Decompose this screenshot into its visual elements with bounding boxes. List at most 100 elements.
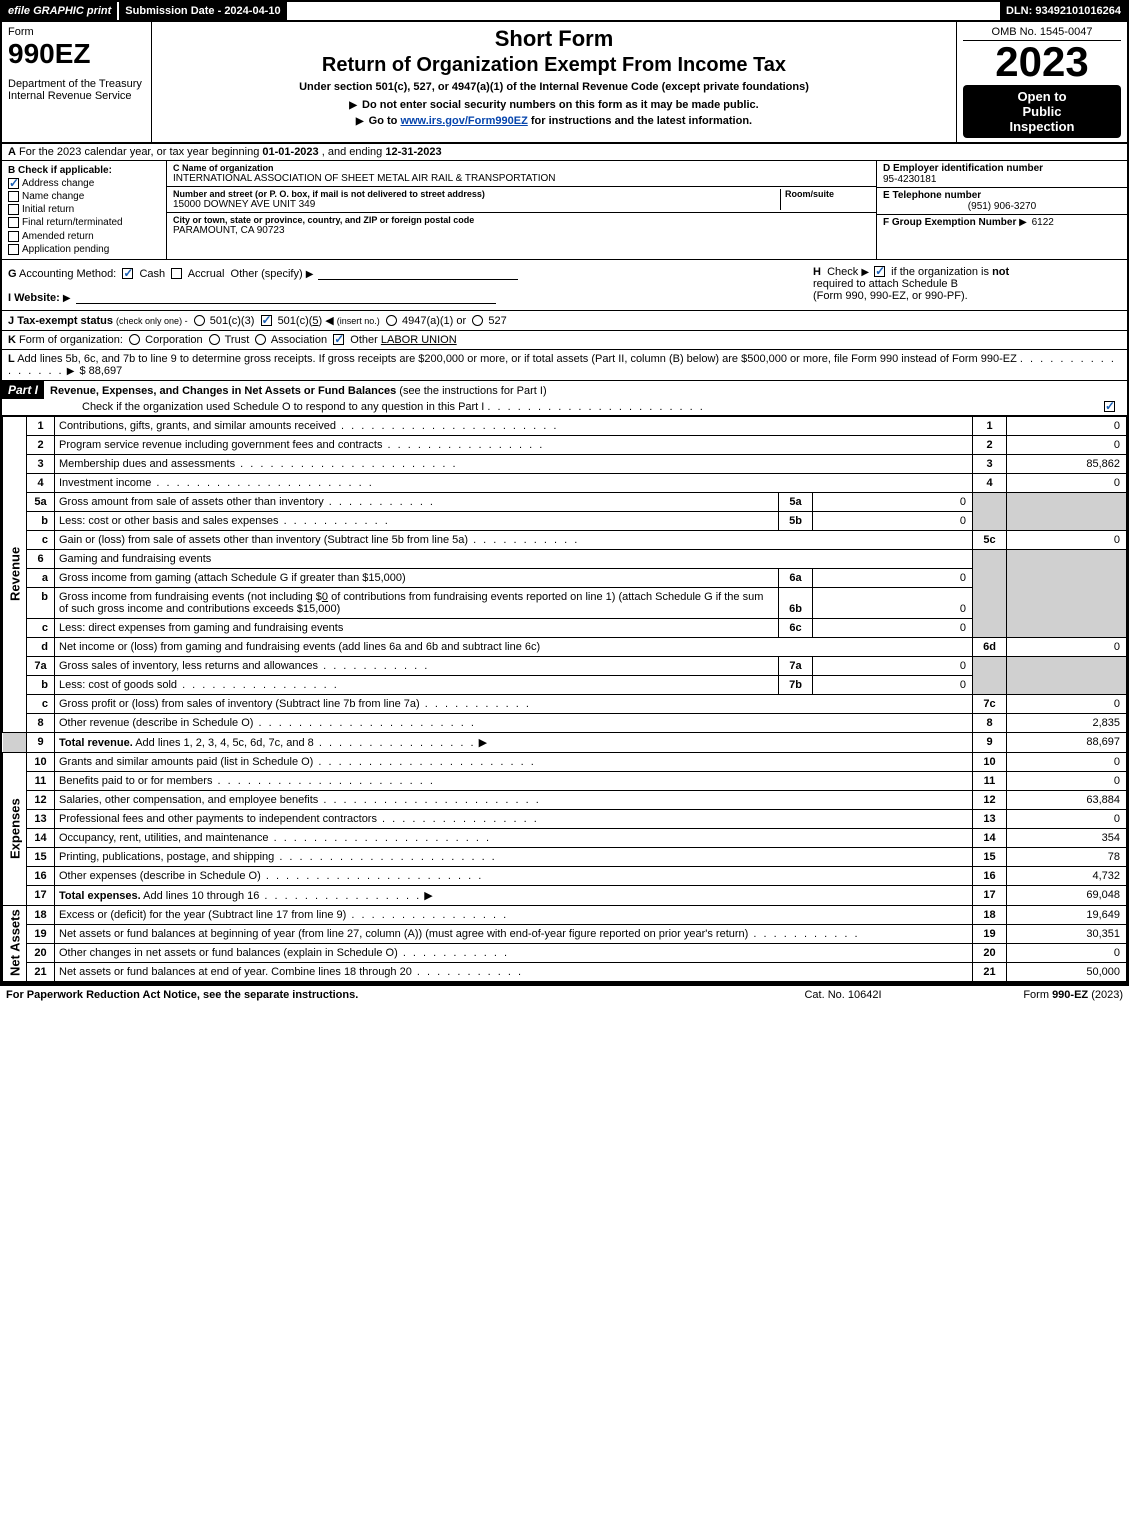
- amt-7a: 0: [813, 656, 973, 675]
- ein: 95-4230181: [883, 174, 936, 185]
- checkbox-icon[interactable]: [8, 178, 19, 189]
- checkbox-icon[interactable]: [8, 231, 19, 242]
- org-city: PARAMOUNT, CA 90723: [173, 225, 870, 236]
- line-7c: c Gross profit or (loss) from sales of i…: [3, 694, 1127, 713]
- checkbox-icon[interactable]: [8, 217, 19, 228]
- line-a: A For the 2023 calendar year, or tax yea…: [2, 144, 1127, 161]
- amt-13: 0: [1007, 809, 1127, 828]
- arrow-icon: [67, 365, 77, 377]
- part-label: Part I: [2, 381, 44, 399]
- line-17: 17 Total expenses. Add lines 10 through …: [3, 885, 1127, 905]
- arrow-icon: [63, 292, 73, 304]
- check-name-change[interactable]: Name change: [8, 191, 160, 202]
- other-org-value: LABOR UNION: [381, 334, 457, 346]
- submission-date: Submission Date - 2024-04-10: [117, 2, 288, 20]
- line-6: 6 Gaming and fundraising events: [3, 549, 1127, 568]
- line-10: Expenses 10 Grants and similar amounts p…: [3, 752, 1127, 771]
- checkbox-501c[interactable]: [261, 315, 272, 326]
- page-footer: For Paperwork Reduction Act Notice, see …: [0, 984, 1129, 1004]
- section-c: C Name of organization INTERNATIONAL ASS…: [167, 161, 877, 259]
- tax-year-end: 12-31-2023: [385, 146, 441, 158]
- line-12: 12 Salaries, other compensation, and emp…: [3, 790, 1127, 809]
- amt-18: 19,649: [1007, 905, 1127, 924]
- amt-16: 4,732: [1007, 866, 1127, 885]
- checkbox-schedule-o[interactable]: [1104, 401, 1115, 412]
- amt-21: 50,000: [1007, 962, 1127, 981]
- other-specify-field[interactable]: [318, 266, 518, 280]
- checkbox-icon[interactable]: [8, 244, 19, 255]
- amt-17: 69,048: [1007, 885, 1127, 905]
- amt-6c: 0: [813, 618, 973, 637]
- amt-5a: 0: [813, 492, 973, 511]
- line-5b: b Less: cost or other basis and sales ex…: [3, 511, 1127, 530]
- amt-10: 0: [1007, 752, 1127, 771]
- expenses-side-label: Expenses: [3, 752, 27, 905]
- header-center: Short Form Return of Organization Exempt…: [152, 22, 957, 142]
- section-def: D Employer identification number 95-4230…: [877, 161, 1127, 259]
- line-h: H Check if the organization is not requi…: [807, 260, 1127, 310]
- checkbox-h[interactable]: [874, 266, 885, 277]
- amt-5b: 0: [813, 511, 973, 530]
- section-b: B Check if applicable: Address change Na…: [2, 161, 167, 259]
- catalog-number: Cat. No. 10642I: [743, 989, 943, 1001]
- line-6d: d Net income or (loss) from gaming and f…: [3, 637, 1127, 656]
- line-18: Net Assets 18 Excess or (deficit) for th…: [3, 905, 1127, 924]
- line-k: K Form of organization: Corporation Trus…: [2, 331, 1127, 350]
- arrow-icon: [349, 99, 359, 111]
- checkbox-accrual[interactable]: [171, 268, 182, 279]
- phone: (951) 906-3270: [883, 201, 1121, 212]
- dln-label: DLN: 93492101016264: [1000, 2, 1127, 20]
- checkbox-icon[interactable]: [8, 204, 19, 215]
- gross-receipts: $ 88,697: [79, 365, 122, 377]
- line-7a: 7a Gross sales of inventory, less return…: [3, 656, 1127, 675]
- amt-11: 0: [1007, 771, 1127, 790]
- radio-corp[interactable]: [129, 334, 140, 345]
- line-j: J Tax-exempt status (check only one) - 5…: [2, 311, 1127, 331]
- line-5a: 5a Gross amount from sale of assets othe…: [3, 492, 1127, 511]
- radio-501c3[interactable]: [194, 315, 205, 326]
- line-g: G Accounting Method: Cash Accrual Other …: [2, 260, 807, 310]
- amt-8: 2,835: [1007, 713, 1127, 732]
- radio-assoc[interactable]: [255, 334, 266, 345]
- irs-link[interactable]: www.irs.gov/Form990EZ: [400, 115, 527, 127]
- website-field[interactable]: [76, 290, 496, 304]
- radio-trust[interactable]: [209, 334, 220, 345]
- amt-12: 63,884: [1007, 790, 1127, 809]
- arrow-icon: [861, 266, 871, 278]
- amt-6b: 0: [813, 587, 973, 618]
- radio-4947[interactable]: [386, 315, 397, 326]
- check-initial-return[interactable]: Initial return: [8, 204, 160, 215]
- form-990ez: efile GRAPHIC print Submission Date - 20…: [0, 0, 1129, 984]
- line-5c: c Gain or (loss) from sale of assets oth…: [3, 530, 1127, 549]
- checkbox-cash[interactable]: [122, 268, 133, 279]
- check-address-change[interactable]: Address change: [8, 178, 160, 189]
- radio-527[interactable]: [472, 315, 483, 326]
- checkbox-other-org[interactable]: [333, 334, 344, 345]
- efile-print-label[interactable]: efile GRAPHIC print: [2, 2, 117, 20]
- check-amended-return[interactable]: Amended return: [8, 231, 160, 242]
- amt-3: 85,862: [1007, 454, 1127, 473]
- line-6c: c Less: direct expenses from gaming and …: [3, 618, 1127, 637]
- check-final-return[interactable]: Final return/terminated: [8, 217, 160, 228]
- subtitle-section: Under section 501(c), 527, or 4947(a)(1)…: [160, 81, 948, 93]
- part1-header: Part I Revenue, Expenses, and Changes in…: [2, 381, 1127, 416]
- check-application-pending[interactable]: Application pending: [8, 244, 160, 255]
- line-8: 8 Other revenue (describe in Schedule O)…: [3, 713, 1127, 732]
- line-6b: b Gross income from fundraising events (…: [3, 587, 1127, 618]
- amt-7b: 0: [813, 675, 973, 694]
- line-9: 9 Total revenue. Add lines 1, 2, 3, 4, 5…: [3, 732, 1127, 752]
- checkbox-icon[interactable]: [8, 191, 19, 202]
- line-l: L Add lines 5b, 6c, and 7b to line 9 to …: [2, 350, 1127, 381]
- title-return: Return of Organization Exempt From Incom…: [160, 54, 948, 77]
- line-3: 3 Membership dues and assessments 3 85,8…: [3, 454, 1127, 473]
- lines-table: Revenue 1 Contributions, gifts, grants, …: [2, 416, 1127, 982]
- amt-20: 0: [1007, 943, 1127, 962]
- header-left: Form 990EZ Department of the Treasury In…: [2, 22, 152, 142]
- line-7b: b Less: cost of goods sold 7b 0: [3, 675, 1127, 694]
- header-right: OMB No. 1545-0047 2023 Open to Public In…: [957, 22, 1127, 142]
- amt-9: 88,697: [1007, 732, 1127, 752]
- line-1: Revenue 1 Contributions, gifts, grants, …: [3, 416, 1127, 435]
- form-footer-label: Form 990-EZ (2023): [943, 989, 1123, 1001]
- section-bcdef: B Check if applicable: Address change Na…: [2, 161, 1127, 260]
- line-2: 2 Program service revenue including gove…: [3, 435, 1127, 454]
